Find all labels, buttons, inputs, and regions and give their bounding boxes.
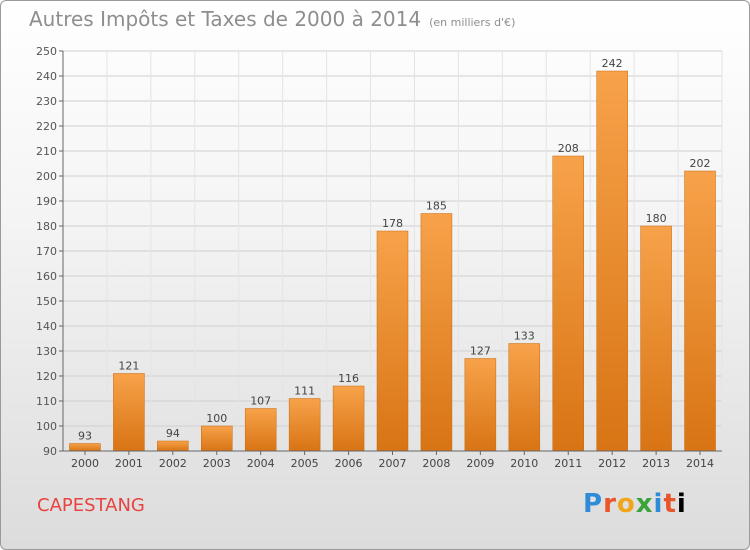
bar (464, 358, 497, 452)
data-label: 242 (602, 57, 623, 70)
label-layer: 93 121 94 100 107 111 116 178 185 127 133 208 242 180… (78, 57, 711, 443)
bar (376, 230, 409, 452)
bar (244, 408, 277, 452)
y-tick-label: 160 (36, 270, 57, 283)
bar-layer (69, 70, 716, 452)
logo-letter: x (635, 489, 654, 519)
y-tick-label: 190 (36, 195, 57, 208)
y-tick-label: 120 (36, 370, 57, 383)
x-tick-label: 2001 (115, 457, 143, 470)
unit-note: (en milliers d'€) (429, 16, 516, 29)
bar (552, 155, 584, 452)
x-tick-label: 2000 (71, 457, 99, 470)
logo-letter: r (603, 489, 617, 519)
y-tick-label: 210 (36, 145, 57, 158)
x-tick-label: 2008 (422, 457, 450, 470)
data-label: 107 (250, 395, 271, 408)
x-tick-label: 2012 (598, 457, 626, 470)
chart-title: Autres Impôts et Taxes de 2000 à 2014 (en… (29, 7, 515, 31)
y-tick-label: 140 (36, 320, 57, 333)
x-tick-label: 2014 (686, 457, 714, 470)
data-label: 93 (78, 430, 92, 443)
x-tick-label: 2011 (554, 457, 582, 470)
x-tick-label: 2002 (159, 457, 187, 470)
logo-letter: i (676, 489, 687, 519)
x-tick-label: 2009 (466, 457, 494, 470)
bar (288, 398, 321, 452)
data-label: 202 (690, 157, 711, 170)
x-tick-label: 2005 (291, 457, 319, 470)
bar (508, 343, 541, 452)
data-label: 121 (118, 360, 139, 373)
x-tick-label: 2003 (203, 457, 231, 470)
data-label: 116 (338, 372, 359, 385)
proxiti-logo: Proxiti (583, 489, 687, 519)
logo-letter: o (616, 489, 636, 519)
x-tick-label: 2004 (247, 457, 275, 470)
x-tick-label: 2013 (642, 457, 670, 470)
data-label: 180 (646, 212, 667, 225)
y-tick-label: 170 (36, 245, 57, 258)
bar-chart: 93 121 94 100 107 111 116 178 185 127 133 208 242 180… (36, 45, 723, 470)
bar (113, 373, 145, 452)
bar (332, 385, 365, 452)
data-label: 185 (426, 200, 447, 213)
logo-letter: t (663, 489, 677, 519)
y-tick-label: 230 (36, 95, 57, 108)
data-label: 127 (470, 345, 491, 358)
x-tick-label: 2006 (335, 457, 363, 470)
x-tick-label: 2007 (379, 457, 407, 470)
data-label: 111 (294, 385, 315, 398)
data-label: 208 (558, 142, 579, 155)
y-tick-label: 180 (36, 220, 57, 233)
y-tick-label: 110 (36, 395, 57, 408)
y-tick-label: 90 (43, 445, 57, 458)
bar (640, 225, 672, 452)
commune-name: CAPESTANG (37, 495, 145, 516)
bar (596, 70, 628, 452)
data-label: 94 (166, 427, 180, 440)
bar (69, 443, 101, 452)
data-label: 100 (206, 412, 227, 425)
chart-title-text: Autres Impôts et Taxes de 2000 à 2014 (29, 7, 422, 31)
bar (420, 213, 453, 452)
y-tick-label: 130 (36, 345, 57, 358)
y-tick-label: 220 (36, 120, 57, 133)
x-tick-label: 2010 (510, 457, 538, 470)
y-tick-label: 100 (36, 420, 57, 433)
bar (201, 425, 233, 452)
y-tick-label: 200 (36, 170, 57, 183)
data-label: 133 (514, 330, 535, 343)
bar (684, 170, 716, 452)
y-tick-label: 250 (36, 45, 57, 58)
y-tick-label: 240 (36, 70, 57, 83)
axis-layer: 90 100 110 120 130 140 150 160 170 180 190 200 210 22… (36, 45, 722, 470)
logo-letter: i (653, 489, 664, 519)
y-tick-label: 150 (36, 295, 57, 308)
logo-letter: P (583, 489, 604, 519)
bar (157, 440, 189, 452)
data-label: 178 (382, 217, 403, 230)
